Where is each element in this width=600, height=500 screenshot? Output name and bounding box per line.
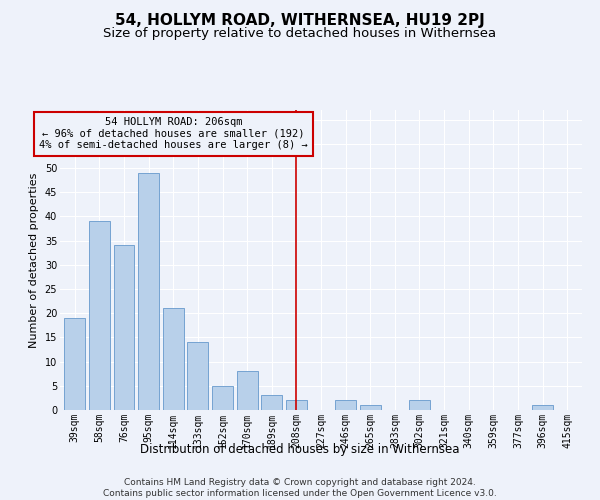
Bar xyxy=(286,400,307,410)
Bar xyxy=(409,400,430,410)
Bar xyxy=(236,372,257,410)
Bar xyxy=(113,246,134,410)
Text: 54, HOLLYM ROAD, WITHERNSEA, HU19 2PJ: 54, HOLLYM ROAD, WITHERNSEA, HU19 2PJ xyxy=(115,12,485,28)
Bar xyxy=(335,400,356,410)
Bar xyxy=(163,308,184,410)
Bar xyxy=(64,318,85,410)
Text: Contains HM Land Registry data © Crown copyright and database right 2024.
Contai: Contains HM Land Registry data © Crown c… xyxy=(103,478,497,498)
Bar xyxy=(89,222,110,410)
Text: Size of property relative to detached houses in Withernsea: Size of property relative to detached ho… xyxy=(103,28,497,40)
Bar xyxy=(138,173,159,410)
Bar xyxy=(212,386,233,410)
Bar xyxy=(187,342,208,410)
Bar xyxy=(261,396,282,410)
Bar xyxy=(532,405,553,410)
Y-axis label: Number of detached properties: Number of detached properties xyxy=(29,172,39,348)
Bar xyxy=(360,405,381,410)
Text: Distribution of detached houses by size in Withernsea: Distribution of detached houses by size … xyxy=(140,442,460,456)
Text: 54 HOLLYM ROAD: 206sqm
← 96% of detached houses are smaller (192)
4% of semi-det: 54 HOLLYM ROAD: 206sqm ← 96% of detached… xyxy=(39,118,308,150)
